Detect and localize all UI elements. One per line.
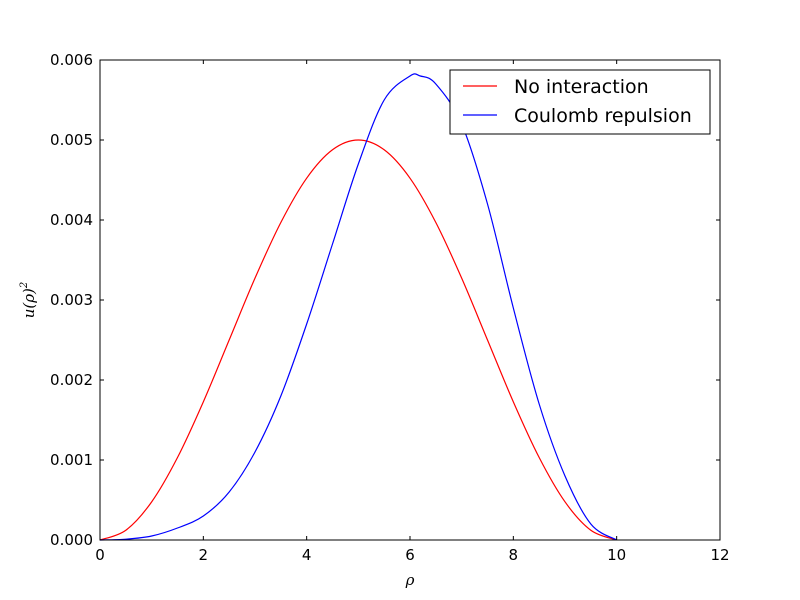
ticks-layer: 0 2 4 6 8 10 12 0.000 0.001 0.002 0.003 0.004 0.005 0… bbox=[50, 51, 730, 564]
y-tick-label: 0.004 bbox=[50, 211, 93, 229]
legend-label-coulomb-repulsion: Coulomb repulsion bbox=[514, 105, 692, 127]
legend: No interaction Coulomb repulsion bbox=[449, 69, 711, 135]
y-tick-label: 0.002 bbox=[50, 371, 93, 389]
x-tick-label: 4 bbox=[302, 546, 312, 564]
series-layer bbox=[99, 73, 617, 541]
y-tick-label: 0.000 bbox=[50, 531, 93, 549]
y-axis-label-base: u(ρ) bbox=[20, 288, 38, 318]
plot-background bbox=[100, 60, 720, 540]
x-tick-label: 6 bbox=[405, 546, 415, 564]
y-tick-label: 0.003 bbox=[50, 291, 93, 309]
series-line-no-interaction bbox=[99, 139, 617, 541]
x-tick-label: 8 bbox=[509, 546, 519, 564]
x-axis-label: ρ bbox=[405, 571, 415, 589]
legend-label-no-interaction: No interaction bbox=[514, 76, 649, 98]
y-axis-label: u(ρ)2 bbox=[19, 282, 38, 319]
y-tick-label: 0.005 bbox=[50, 131, 93, 149]
x-tick-label: 2 bbox=[199, 546, 209, 564]
y-tick-label: 0.006 bbox=[50, 51, 93, 69]
x-tick-label: 12 bbox=[710, 546, 729, 564]
plot-frame bbox=[99, 59, 721, 541]
y-tick-label: 0.001 bbox=[50, 451, 93, 469]
x-tick-label: 0 bbox=[95, 546, 105, 564]
x-tick-label: 10 bbox=[607, 546, 626, 564]
series-line-coulomb-repulsion bbox=[99, 73, 617, 541]
y-axis-label-superscript: 2 bbox=[19, 282, 30, 289]
legend-box bbox=[449, 69, 711, 135]
